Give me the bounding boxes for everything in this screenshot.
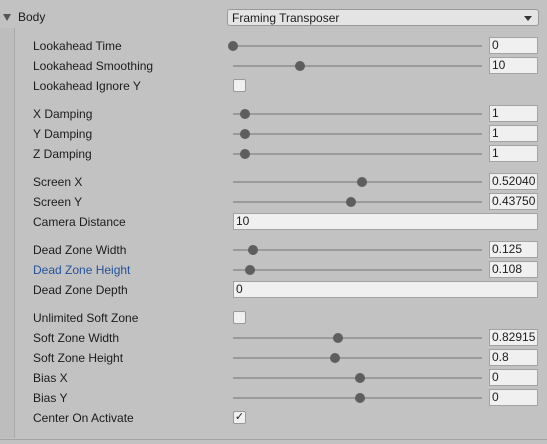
label-soft-zone-width: Soft Zone Width [33,331,120,345]
field-screen-x[interactable]: 0.52040 [489,173,538,190]
body-type-value: Framing Transposer [232,11,340,25]
label-soft-zone-height: Soft Zone Height [33,351,124,365]
row-dead-zone-height: Dead Zone Height 0.108 [0,260,547,280]
field-y-damping[interactable]: 1 [489,125,538,142]
label-y-damping: Y Damping [33,127,93,141]
slider-dead-zone-width[interactable] [233,245,482,255]
row-dead-zone-depth: Dead Zone Depth 0 [0,280,547,300]
row-lookahead-ignore-y: Lookahead Ignore Y [0,76,547,96]
indent-bar [0,28,15,438]
row-unlimited-soft-zone: Unlimited Soft Zone [0,308,547,328]
field-x-damping[interactable]: 1 [489,105,538,122]
checkmark-icon: ✓ [234,411,245,423]
row-x-damping: X Damping 1 [0,104,547,124]
slider-thumb[interactable] [240,129,251,139]
label-dead-zone-height: Dead Zone Height [33,263,131,277]
slider-lookahead-time[interactable] [228,41,482,51]
row-screen-x: Screen X 0.52040 [0,172,547,192]
slider-z-damping[interactable] [233,149,482,159]
label-unlimited-soft-zone: Unlimited Soft Zone [33,311,139,325]
slider-soft-zone-width[interactable] [233,333,482,343]
checkbox-lookahead-ignore-y[interactable] [233,79,246,92]
slider-dead-zone-height[interactable] [233,265,482,275]
label-bias-x: Bias X [33,371,68,385]
slider-thumb[interactable] [247,245,258,255]
slider-y-damping[interactable] [233,129,482,139]
checkbox-unlimited-soft-zone[interactable] [233,311,246,324]
chevron-down-icon [524,16,532,21]
label-lookahead-ignore-y: Lookahead Ignore Y [33,79,141,93]
body-type-dropdown[interactable]: Framing Transposer [227,9,539,26]
slider-thumb[interactable] [354,373,365,383]
field-camera-distance[interactable]: 10 [233,213,538,230]
field-z-damping[interactable]: 1 [489,145,538,162]
label-lookahead-time: Lookahead Time [33,39,122,53]
label-screen-x: Screen X [33,175,83,189]
slider-thumb[interactable] [346,197,357,207]
body-label: Body [18,10,46,24]
row-screen-y: Screen Y 0.43750 [0,192,547,212]
slider-thumb[interactable] [295,61,306,71]
label-camera-distance: Camera Distance [33,215,126,229]
label-x-damping: X Damping [33,107,93,121]
row-y-damping: Y Damping 1 [0,124,547,144]
slider-soft-zone-height[interactable] [233,353,482,363]
label-lookahead-smoothing: Lookahead Smoothing [33,59,154,73]
slider-bias-x[interactable] [233,373,482,383]
divider [0,439,547,440]
row-lookahead-time: Lookahead Time 0 [0,36,547,56]
row-camera-distance: Camera Distance 10 [0,212,547,232]
slider-thumb[interactable] [330,353,341,363]
label-dead-zone-depth: Dead Zone Depth [33,283,128,297]
label-z-damping: Z Damping [33,147,92,161]
checkbox-center-on-activate[interactable]: ✓ [233,411,246,424]
slider-thumb[interactable] [228,41,238,51]
slider-thumb[interactable] [332,333,343,343]
field-screen-y[interactable]: 0.43750 [489,193,538,210]
slider-screen-y[interactable] [233,197,482,207]
slider-thumb[interactable] [240,149,251,159]
field-lookahead-time[interactable]: 0 [489,37,538,54]
field-dead-zone-depth[interactable]: 0 [233,281,538,298]
row-bias-x: Bias X 0 [0,368,547,388]
row-soft-zone-height: Soft Zone Height 0.8 [0,348,547,368]
field-soft-zone-height[interactable]: 0.8 [489,349,538,366]
slider-thumb[interactable] [354,393,365,403]
slider-thumb[interactable] [240,109,251,119]
slider-lookahead-smoothing[interactable] [233,61,482,71]
label-bias-y: Bias Y [33,391,68,405]
slider-thumb[interactable] [245,265,256,275]
slider-thumb[interactable] [357,177,368,187]
row-lookahead-smoothing: Lookahead Smoothing 10 [0,56,547,76]
row-z-damping: Z Damping 1 [0,144,547,164]
slider-screen-x[interactable] [233,177,482,187]
slider-bias-y[interactable] [233,393,482,403]
row-soft-zone-width: Soft Zone Width 0.82915 [0,328,547,348]
label-dead-zone-width: Dead Zone Width [33,243,127,257]
field-soft-zone-width[interactable]: 0.82915 [489,329,538,346]
row-bias-y: Bias Y 0 [0,388,547,408]
field-dead-zone-width[interactable]: 0.125 [489,241,538,258]
label-screen-y: Screen Y [33,195,83,209]
body-header: Body Framing Transposer [0,6,547,28]
field-dead-zone-height[interactable]: 0.108 [489,261,538,278]
label-center-on-activate: Center On Activate [33,411,134,425]
row-dead-zone-width: Dead Zone Width 0.125 [0,240,547,260]
field-bias-x[interactable]: 0 [489,369,538,386]
slider-x-damping[interactable] [233,109,482,119]
field-bias-y[interactable]: 0 [489,389,538,406]
foldout-arrow-icon[interactable] [3,14,11,21]
row-center-on-activate: Center On Activate ✓ [0,408,547,428]
field-lookahead-smoothing[interactable]: 10 [489,57,538,74]
